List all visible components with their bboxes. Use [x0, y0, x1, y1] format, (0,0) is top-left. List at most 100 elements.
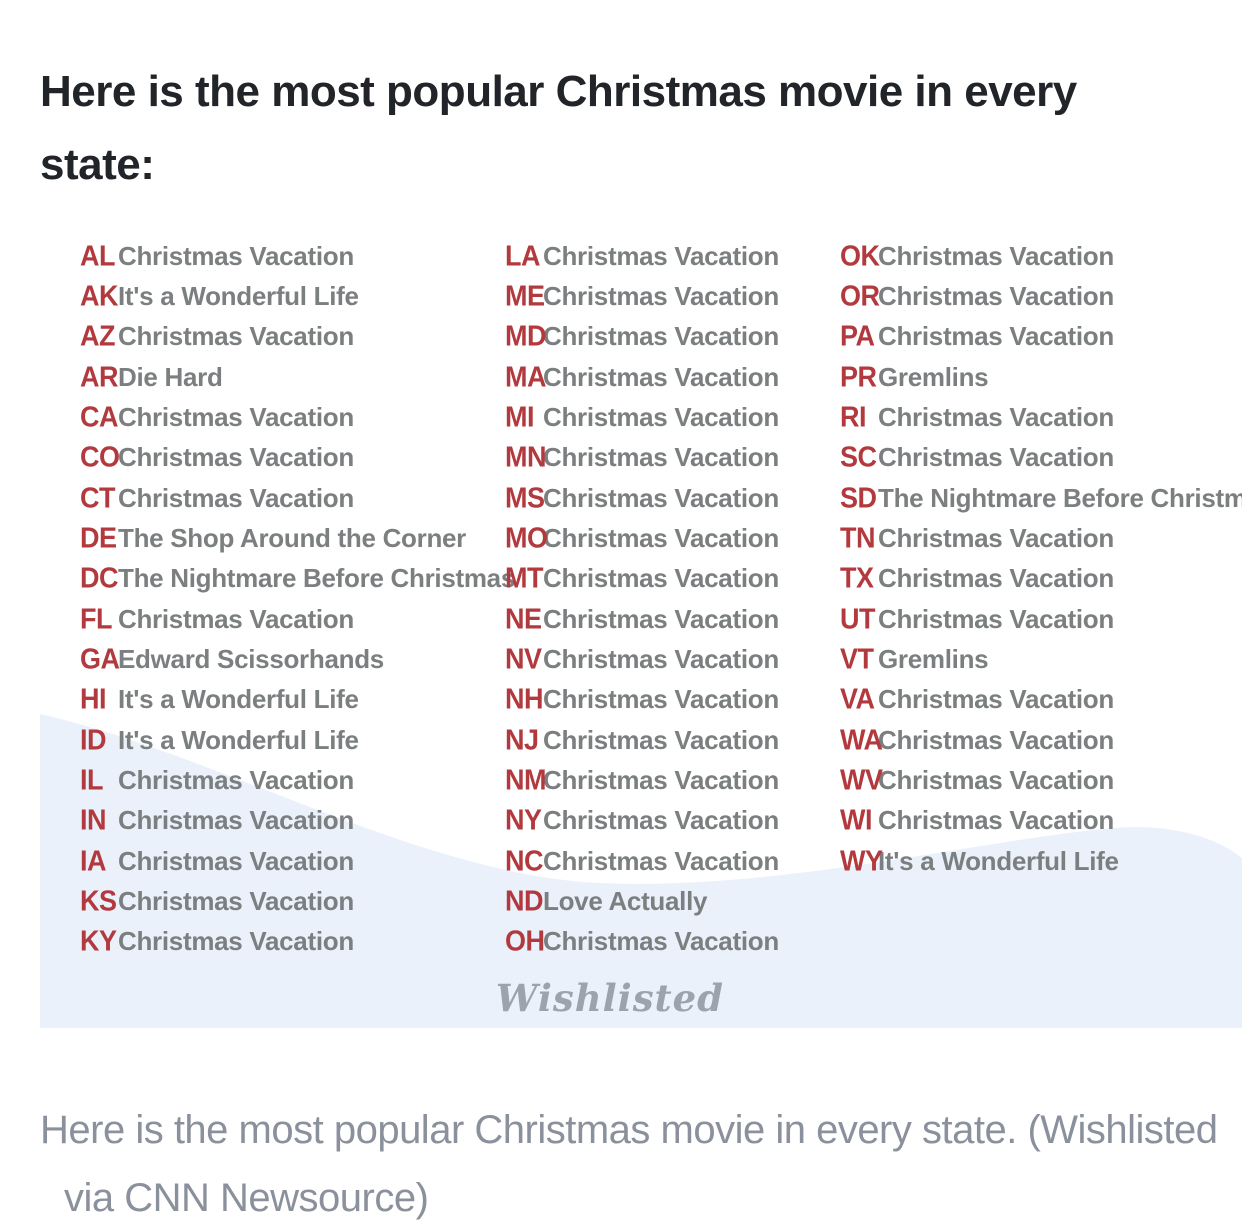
movie-title: Christmas Vacation	[878, 724, 1114, 755]
state-movie-row: MS Christmas Vacation	[505, 478, 779, 518]
state-abbreviation: ND	[505, 885, 544, 917]
state-abbreviation: TN	[840, 522, 876, 554]
movie-title: Christmas Vacation	[878, 684, 1114, 715]
state-movie-row: MA Christmas Vacation	[505, 357, 779, 397]
state-abbreviation: MS	[505, 481, 545, 514]
states-column-1: AL Christmas Vacation AK It's a Wonderfu…	[80, 236, 515, 962]
state-movie-row: KS Christmas Vacation	[80, 881, 515, 921]
state-movie-row: TN Christmas Vacation	[840, 518, 1242, 558]
movie-title: Christmas Vacation	[118, 603, 354, 634]
wave-background	[40, 700, 1242, 1028]
movie-title: The Shop Around the Corner	[118, 522, 466, 553]
state-abbreviation: HI	[80, 683, 107, 715]
state-movie-row: IL Christmas Vacation	[80, 760, 515, 800]
movie-title: Christmas Vacation	[543, 603, 779, 634]
state-movie-row: GA Edward Scissorhands	[80, 639, 515, 679]
state-movie-row: FL Christmas Vacation	[80, 599, 515, 639]
state-abbreviation: NE	[505, 602, 542, 635]
state-movie-row: NC Christmas Vacation	[505, 841, 779, 881]
state-movie-row: CO Christmas Vacation	[80, 438, 515, 478]
article-page: Here is the most popular Christmas movie…	[40, 67, 1242, 1220]
movie-title: Christmas Vacation	[878, 401, 1114, 432]
state-movie-row: PA Christmas Vacation	[840, 317, 1242, 357]
state-abbreviation: NH	[505, 683, 544, 715]
state-abbreviation: MT	[505, 562, 543, 595]
state-abbreviation: NV	[505, 643, 542, 675]
state-abbreviation: CT	[80, 481, 116, 514]
state-abbreviation: DE	[80, 522, 117, 554]
state-movie-row: UT Christmas Vacation	[840, 599, 1242, 639]
state-abbreviation: PR	[840, 360, 877, 393]
state-abbreviation: VA	[840, 683, 875, 715]
movie-title: Christmas Vacation	[878, 522, 1114, 553]
movie-title: Christmas Vacation	[118, 482, 354, 513]
state-movie-row: WI Christmas Vacation	[840, 801, 1242, 841]
movie-title: Christmas Vacation	[878, 764, 1114, 795]
state-movie-row: VT Gremlins	[840, 639, 1242, 679]
state-movie-row: NH Christmas Vacation	[505, 680, 779, 720]
movie-title: Christmas Vacation	[878, 563, 1114, 594]
state-abbreviation: NJ	[505, 723, 539, 756]
movie-title: It's a Wonderful Life	[118, 724, 359, 755]
state-abbreviation: MI	[505, 401, 535, 433]
movie-title: Christmas Vacation	[543, 442, 779, 473]
state-movie-row: NV Christmas Vacation	[505, 639, 779, 679]
state-abbreviation: IA	[80, 844, 107, 877]
movie-title: Christmas Vacation	[543, 401, 779, 432]
state-abbreviation: KY	[80, 925, 117, 957]
states-column-2: LA Christmas Vacation ME Christmas Vacat…	[505, 236, 779, 962]
state-movie-row: ID It's a Wonderful Life	[80, 720, 515, 760]
state-movie-row: WY It's a Wonderful Life	[840, 841, 1242, 881]
state-movie-row: AR Die Hard	[80, 357, 515, 397]
state-movie-row: AL Christmas Vacation	[80, 236, 515, 276]
state-movie-row: LA Christmas Vacation	[505, 236, 779, 276]
movie-title: Christmas Vacation	[878, 321, 1114, 352]
state-movie-row: OK Christmas Vacation	[840, 236, 1242, 276]
state-abbreviation: MA	[505, 360, 547, 393]
state-abbreviation: PA	[840, 320, 875, 353]
state-abbreviation: CO	[80, 441, 120, 474]
state-abbreviation: SC	[840, 441, 877, 474]
movie-title: Christmas Vacation	[878, 280, 1114, 311]
state-abbreviation: ID	[80, 723, 107, 756]
state-movie-row: RI Christmas Vacation	[840, 397, 1242, 437]
movie-title: Christmas Vacation	[543, 522, 779, 553]
state-movie-row: IN Christmas Vacation	[80, 801, 515, 841]
state-movie-row: HI It's a Wonderful Life	[80, 680, 515, 720]
state-movie-row: SC Christmas Vacation	[840, 438, 1242, 478]
wishlisted-logo: Wishlisted	[495, 976, 725, 1020]
state-abbreviation: UT	[840, 602, 876, 635]
movie-title: Christmas Vacation	[878, 240, 1114, 271]
movie-title: Christmas Vacation	[543, 684, 779, 715]
movie-title: It's a Wonderful Life	[878, 845, 1119, 876]
state-movie-row: AZ Christmas Vacation	[80, 317, 515, 357]
movie-title: Christmas Vacation	[543, 321, 779, 352]
state-movie-row: MO Christmas Vacation	[505, 518, 779, 558]
state-movie-row: KY Christmas Vacation	[80, 922, 515, 962]
state-movie-row: VA Christmas Vacation	[840, 680, 1242, 720]
state-abbreviation: SD	[840, 481, 877, 514]
movie-title: Christmas Vacation	[118, 442, 354, 473]
state-abbreviation: KS	[80, 885, 117, 917]
state-movie-row: PR Gremlins	[840, 357, 1242, 397]
movie-title: Christmas Vacation	[543, 805, 779, 836]
state-abbreviation: CA	[80, 401, 119, 433]
state-movie-row: ME Christmas Vacation	[505, 276, 779, 316]
state-movie-row: OR Christmas Vacation	[840, 276, 1242, 316]
state-abbreviation: WV	[840, 764, 883, 796]
state-movie-row: MN Christmas Vacation	[505, 438, 779, 478]
state-abbreviation: OH	[505, 925, 545, 957]
state-movie-row: NE Christmas Vacation	[505, 599, 779, 639]
state-abbreviation: NM	[505, 764, 547, 796]
state-abbreviation: WI	[840, 804, 873, 836]
state-movie-row: WV Christmas Vacation	[840, 760, 1242, 800]
movie-title: Christmas Vacation	[878, 603, 1114, 634]
state-movie-row: ND Love Actually	[505, 881, 779, 921]
states-column-3: OK Christmas Vacation OR Christmas Vacat…	[840, 236, 1242, 881]
state-abbreviation: AK	[80, 280, 119, 312]
state-movie-row: CT Christmas Vacation	[80, 478, 515, 518]
state-movie-row: TX Christmas Vacation	[840, 559, 1242, 599]
movie-title: Christmas Vacation	[118, 926, 354, 957]
state-abbreviation: ME	[505, 280, 545, 312]
movie-title: Die Hard	[118, 361, 223, 392]
